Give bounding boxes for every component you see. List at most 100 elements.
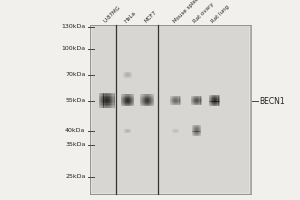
Bar xyxy=(194,127,195,128)
Bar xyxy=(146,103,147,104)
Bar xyxy=(140,102,141,103)
Bar xyxy=(209,103,210,104)
Bar xyxy=(218,104,219,105)
Bar xyxy=(211,98,212,99)
Bar xyxy=(126,96,127,97)
Bar xyxy=(145,94,146,96)
Bar xyxy=(194,103,195,104)
Bar xyxy=(195,97,196,98)
Bar xyxy=(192,96,193,97)
Bar xyxy=(129,105,130,106)
Bar xyxy=(195,130,196,132)
Bar xyxy=(174,97,175,98)
Bar xyxy=(128,94,129,96)
Bar xyxy=(113,102,114,103)
Bar xyxy=(106,106,107,108)
Bar xyxy=(100,97,101,99)
Bar xyxy=(198,128,199,129)
Bar xyxy=(108,106,109,108)
Bar xyxy=(132,104,133,105)
Bar xyxy=(108,102,109,103)
Bar xyxy=(173,100,174,101)
Bar xyxy=(124,102,125,103)
Bar xyxy=(121,97,122,98)
Bar xyxy=(90,25,250,194)
Bar xyxy=(180,104,181,105)
Bar xyxy=(122,102,123,103)
Bar xyxy=(102,105,103,106)
Bar xyxy=(130,102,131,103)
Bar xyxy=(198,134,199,135)
Bar xyxy=(101,97,102,99)
Bar xyxy=(217,104,218,105)
Bar xyxy=(179,99,180,100)
Bar xyxy=(141,102,142,103)
Bar xyxy=(211,99,212,100)
Bar xyxy=(217,100,218,102)
Bar xyxy=(174,102,175,103)
Bar xyxy=(197,129,198,130)
Bar xyxy=(178,99,179,100)
Bar xyxy=(177,103,178,104)
Bar xyxy=(199,99,200,100)
Bar xyxy=(100,105,101,106)
Bar xyxy=(201,100,202,101)
Bar xyxy=(176,103,177,104)
Bar xyxy=(142,98,143,99)
Bar xyxy=(121,98,122,99)
Bar xyxy=(199,133,200,134)
Bar xyxy=(125,99,126,100)
Bar xyxy=(145,97,146,98)
Bar xyxy=(123,98,124,99)
Bar xyxy=(105,99,106,100)
Bar xyxy=(199,98,200,99)
Bar xyxy=(147,102,148,103)
Bar xyxy=(145,102,146,103)
Bar xyxy=(146,98,147,99)
Bar xyxy=(199,96,200,97)
Bar xyxy=(111,100,112,102)
Bar xyxy=(101,100,102,102)
Bar xyxy=(121,100,122,102)
Bar xyxy=(99,99,100,100)
Bar xyxy=(123,103,124,104)
Bar xyxy=(195,135,196,136)
Bar xyxy=(178,98,179,99)
Bar xyxy=(106,97,107,99)
Bar xyxy=(107,106,108,108)
Bar xyxy=(197,99,198,100)
Bar xyxy=(107,102,108,103)
Bar xyxy=(104,96,105,97)
Bar xyxy=(130,100,131,102)
Bar xyxy=(100,102,101,103)
Bar xyxy=(214,105,215,106)
Bar xyxy=(198,125,199,126)
Bar xyxy=(193,129,194,130)
Bar xyxy=(181,101,182,102)
Bar xyxy=(199,104,200,105)
Bar xyxy=(114,103,115,105)
Bar xyxy=(130,96,131,97)
Bar xyxy=(151,94,152,96)
Bar xyxy=(199,131,200,133)
Bar xyxy=(145,103,146,104)
Bar xyxy=(127,96,128,97)
Bar xyxy=(197,97,198,98)
Bar xyxy=(125,98,126,99)
Bar xyxy=(124,100,125,102)
Bar xyxy=(218,97,219,98)
Bar xyxy=(194,134,195,135)
Bar xyxy=(199,100,200,101)
Bar xyxy=(144,105,145,106)
Bar xyxy=(196,103,197,104)
Bar xyxy=(192,102,193,103)
Bar xyxy=(197,102,198,103)
Bar xyxy=(146,96,147,97)
Bar xyxy=(214,99,215,100)
Bar xyxy=(126,98,127,99)
Bar xyxy=(200,100,201,101)
Bar xyxy=(199,129,200,130)
Bar xyxy=(151,103,152,104)
Bar xyxy=(131,96,132,97)
Bar xyxy=(130,99,131,100)
